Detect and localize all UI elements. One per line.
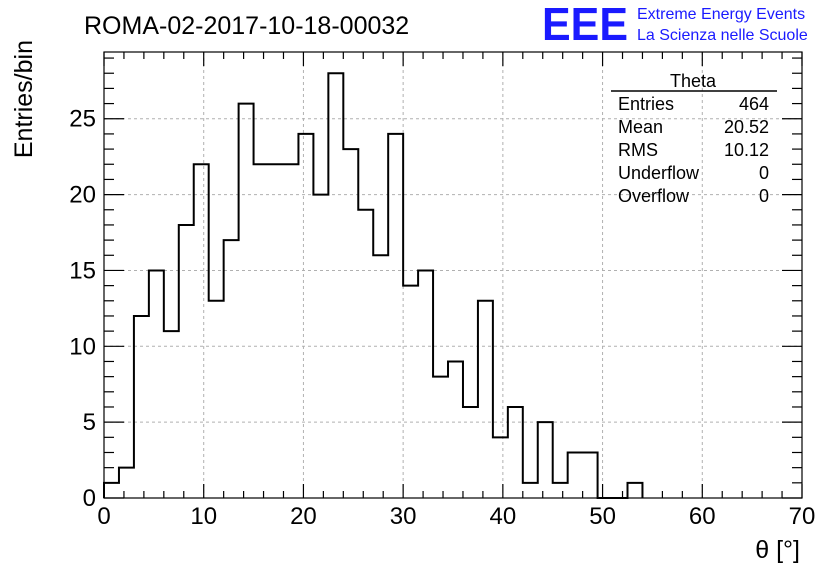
y-axis-label: Entries/bin: [10, 40, 38, 158]
histogram-bin: [104, 483, 119, 498]
histogram-bin: [209, 301, 224, 498]
histogram-bin: [463, 407, 478, 498]
stats-label: Entries: [618, 94, 674, 114]
x-tick-labels: 0 10 20 30 40 50 60 70: [97, 503, 815, 530]
y-tick-labels: 0 5 10 15 20 25: [69, 106, 96, 512]
y-tick-label: 15: [69, 257, 96, 284]
stats-label: RMS: [618, 140, 658, 160]
histogram-step-line: [103, 72, 644, 499]
eee-logo: EEE Extreme Energy Events La Scienza nel…: [542, 0, 808, 50]
x-tick-label: 10: [190, 503, 217, 530]
stats-value: 20.52: [724, 117, 769, 137]
histogram-bin: [358, 210, 373, 498]
histogram-bin: [194, 164, 209, 498]
histogram-bin: [538, 422, 553, 498]
plot-frame: [103, 51, 803, 499]
histogram-outline: [103, 72, 644, 499]
histogram-bin: [254, 164, 269, 498]
histogram-bin: [628, 483, 643, 498]
stats-title: Theta: [670, 71, 717, 91]
y-tick-label: 10: [69, 333, 96, 360]
histogram-bin: [583, 452, 598, 498]
eee-logo-line1: Extreme Energy Events: [637, 6, 805, 23]
y-tick-label: 0: [83, 485, 96, 512]
histogram-bin: [433, 377, 448, 498]
y-tick-label: 5: [83, 409, 96, 436]
histogram-bin: [568, 452, 583, 498]
x-tick-label: 40: [490, 503, 517, 530]
stats-box: Theta Entries 464 Mean 20.52 RMS 10.12 Underfl…: [611, 71, 777, 206]
histogram-bin: [239, 104, 254, 498]
histogram-bin: [373, 255, 388, 498]
grid-lines: [104, 52, 802, 498]
histogram-bin: [448, 361, 463, 498]
histogram-bin: [553, 483, 568, 498]
x-tick-label: 0: [97, 503, 110, 530]
histogram-bin: [508, 407, 523, 498]
histogram-bin: [328, 73, 343, 498]
stats-label: Underflow: [618, 163, 700, 183]
histogram-bins: [104, 73, 642, 498]
x-axis-label: θ [°]: [755, 536, 800, 564]
histogram-bin: [149, 270, 164, 498]
stats-label: Overflow: [618, 186, 690, 206]
x-tick-label: 70: [789, 503, 816, 530]
x-tick-label: 50: [589, 503, 616, 530]
stats-value: 10.12: [724, 140, 769, 160]
histogram-bin: [478, 301, 493, 498]
histogram-bin: [164, 331, 179, 498]
histogram-bin: [343, 149, 358, 498]
stats-value: 0: [759, 186, 769, 206]
histogram-bin: [298, 134, 313, 498]
x-tick-label: 30: [390, 503, 417, 530]
histogram-bin: [179, 225, 194, 498]
histogram-bin: [388, 134, 403, 498]
histogram-bin: [134, 316, 149, 498]
stats-value: 0: [759, 163, 769, 183]
x-tick-label: 60: [689, 503, 716, 530]
x-tick-label: 20: [290, 503, 317, 530]
histogram-bin: [403, 286, 418, 498]
eee-logo-letters: EEE: [542, 0, 628, 50]
histogram-bin: [418, 270, 433, 498]
y-tick-label: 20: [69, 182, 96, 209]
histogram-bin: [493, 437, 508, 498]
stats-value: 464: [739, 94, 769, 114]
histogram-bin: [269, 164, 284, 498]
eee-logo-line2: La Scienza nelle Scuole: [637, 27, 808, 44]
axis-ticks: [103, 52, 803, 499]
histogram-bin: [224, 240, 239, 498]
histogram-bin: [523, 483, 538, 498]
chart-title: ROMA-02-2017-10-18-00032: [84, 12, 409, 40]
stats-label: Mean: [618, 117, 663, 137]
histogram-bin: [119, 468, 134, 498]
histogram-bin: [283, 164, 298, 498]
y-tick-label: 25: [69, 106, 96, 133]
